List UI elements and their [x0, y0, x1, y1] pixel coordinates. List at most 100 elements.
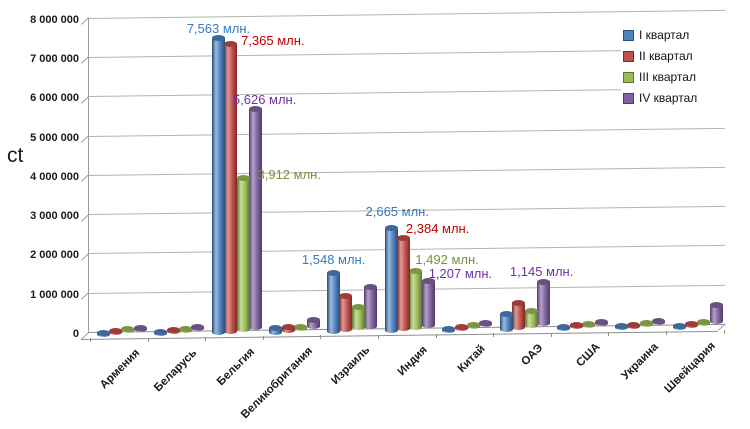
cylinder-top-cap — [224, 41, 238, 48]
cylinder-bar-США-q4 — [594, 318, 608, 326]
gridline — [88, 166, 725, 176]
cylinder-bar-Беларусь-q1 — [154, 329, 168, 337]
cylinder-top-cap — [178, 325, 192, 332]
x-axis-tick — [435, 333, 437, 338]
legend-label: II квартал — [639, 49, 693, 63]
cylinder-top-cap — [364, 284, 378, 291]
data-label: 2,665 млн. — [365, 204, 429, 220]
legend-marker-icon — [623, 29, 634, 41]
cylinder-bar-Китай-q1 — [442, 325, 456, 333]
cylinder-top-cap — [652, 318, 666, 325]
cylinder-bar-Великобритания-q4 — [306, 316, 320, 330]
cylinder-bar-ОАЭ-q4 — [536, 278, 550, 327]
cylinder-top-cap — [339, 293, 353, 300]
cylinder-bar-США-q2 — [569, 322, 583, 330]
cylinder-bar-Украина-q4 — [652, 318, 666, 326]
x-axis-tick — [608, 331, 610, 336]
legend-label: III квартал — [639, 70, 696, 84]
cylinder-bar-Армения-q1 — [96, 329, 110, 337]
x-axis-tick — [262, 336, 264, 341]
cylinder-top-cap — [409, 268, 423, 275]
cylinder-top-cap — [569, 322, 583, 329]
gridline — [88, 9, 725, 19]
cylinder-top-cap — [248, 106, 262, 113]
legend-label: IV квартал — [639, 91, 698, 105]
cylinder-bar-Великобритания-q3 — [294, 324, 308, 332]
y-axis-tick-label: 5 000 000 — [30, 131, 79, 144]
x-axis-category-label: Украина — [619, 340, 661, 382]
y-axis-title: ct — [7, 144, 24, 167]
data-label: 3,912 млн. — [257, 167, 321, 183]
cylinder-top-cap — [351, 304, 365, 311]
x-axis-tick — [147, 337, 149, 342]
cylinder-bar-Бельгия-q1 — [211, 35, 225, 336]
cylinder-bar-Великобритания-q1 — [269, 325, 283, 335]
data-label: 1,207 млн. — [428, 265, 493, 281]
legend-marker-icon — [623, 92, 634, 104]
cylinder-bar-Израиль-q3 — [351, 304, 365, 331]
cylinder-bar-Бельгия-q4 — [248, 106, 262, 331]
cylinder-bar-Швейцария-q2 — [684, 320, 698, 328]
y-axis-tick-label: 2 000 000 — [30, 249, 79, 262]
cylinder-bar-ОАЭ-q1 — [499, 311, 513, 332]
cylinder-bar-Украина-q1 — [614, 323, 628, 331]
x-axis-category-label: Индия — [395, 343, 431, 378]
legend-marker-icon — [623, 50, 634, 62]
cylinder-top-cap — [614, 323, 628, 330]
cylinder-bar-Китай-q4 — [479, 320, 493, 328]
cylinder-bar-Армения-q4 — [133, 324, 147, 332]
cylinder-top-cap — [466, 321, 480, 328]
cylinder-top-cap — [557, 324, 571, 331]
cylinder-top-cap — [524, 308, 538, 315]
cylinder-bar-Индия-q1 — [384, 225, 398, 334]
cylinder-top-cap — [108, 328, 122, 335]
x-axis-category-label: Бельгия — [215, 345, 258, 389]
cylinder-top-cap — [121, 326, 135, 333]
cylinder-bar-Швейцария-q4 — [709, 301, 723, 325]
cylinder-bar-Швейцария-q3 — [697, 319, 711, 327]
cylinder-top-cap — [512, 300, 526, 307]
cylinder-top-cap — [236, 175, 250, 182]
data-label: 1,492 млн. — [415, 252, 479, 268]
cylinder-bar-ОАЭ-q2 — [512, 300, 526, 330]
data-label: 1,548 млн. — [301, 252, 366, 268]
cylinder-bar-Китай-q3 — [466, 321, 480, 329]
data-label: 7,563 млн. — [186, 21, 251, 37]
cylinder-bar-Беларусь-q4 — [191, 323, 205, 331]
x-axis-tick — [90, 338, 91, 343]
data-label: 1,145 млн. — [509, 263, 574, 279]
cylinder-bar-Китай-q2 — [454, 323, 468, 331]
x-axis-category-label: США — [574, 341, 603, 370]
cylinder-top-cap — [594, 318, 608, 325]
legend-item-q2: II квартал — [623, 49, 723, 63]
y-axis-tick-label: 0 — [72, 328, 79, 340]
cylinder-top-cap — [684, 320, 698, 327]
x-axis-category-label: ОАЭ — [519, 342, 546, 369]
cylinder-bar-Индия-q3 — [409, 268, 423, 330]
cylinder-top-cap — [479, 320, 493, 327]
cylinder-top-cap — [384, 225, 398, 232]
x-axis-tick — [723, 330, 725, 335]
cylinder-top-cap — [672, 322, 686, 329]
cylinder-bar-Израиль-q2 — [339, 293, 353, 333]
x-axis-tick — [205, 336, 207, 341]
x-axis-category-label: Беларусь — [152, 346, 200, 394]
cylinder-bar-США-q1 — [557, 324, 571, 332]
cylinder-top-cap — [709, 301, 723, 308]
cylinder-bar-Армения-q3 — [121, 326, 135, 334]
data-label: 5,626 млн. — [232, 92, 297, 108]
cylinder-bar-Израиль-q1 — [326, 270, 340, 334]
cylinder-top-cap — [639, 319, 653, 326]
data-label: 2,384 млн. — [405, 220, 470, 236]
cylinder-bar-Израиль-q4 — [364, 284, 378, 329]
cylinder-bar-Армения-q2 — [108, 328, 122, 336]
cylinder-top-cap — [421, 277, 435, 284]
gridline — [88, 127, 725, 137]
x-axis-category-label: Швейцария — [662, 340, 719, 396]
cylinder-bar-Беларусь-q3 — [178, 325, 192, 333]
legend-item-q4: IV квартал — [623, 91, 723, 105]
cylinder-top-cap — [306, 316, 320, 323]
x-axis-tick — [493, 333, 495, 338]
cylinder-bar-Бельгия-q3 — [236, 175, 250, 332]
